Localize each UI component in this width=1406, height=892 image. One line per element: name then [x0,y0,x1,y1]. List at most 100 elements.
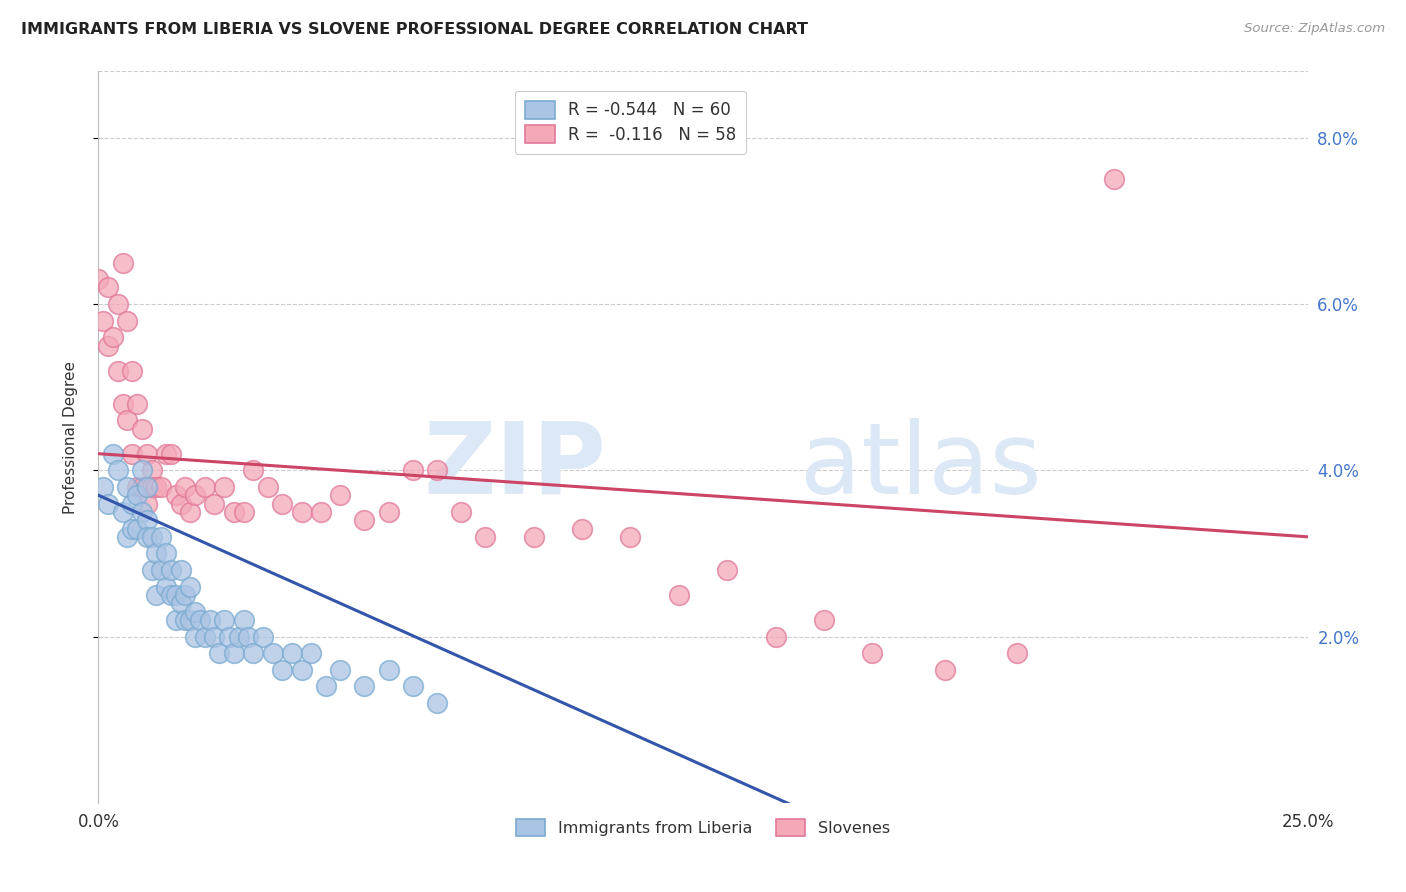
Point [353,680,375,694]
Point [107,297,129,311]
Point [111,255,134,269]
Point [242,463,264,477]
Point [212,613,235,627]
Point [160,447,183,461]
Point [619,530,641,544]
Point [87,272,110,286]
Point [238,630,260,644]
Point [377,505,399,519]
Point [204,497,226,511]
Point [117,480,139,494]
Point [262,646,284,660]
Point [141,563,163,577]
Point [204,630,226,644]
Text: ZIP: ZIP [423,417,606,515]
Point [169,563,191,577]
Point [242,646,264,660]
Point [160,588,183,602]
Point [208,646,231,660]
Point [271,497,294,511]
Point [188,613,211,627]
Point [121,363,143,377]
Point [299,646,322,660]
Point [329,488,352,502]
Point [107,363,129,377]
Text: atlas: atlas [800,417,1042,515]
Point [141,530,163,544]
Point [97,497,120,511]
Point [426,463,449,477]
Point [523,530,546,544]
Y-axis label: Professional Degree: Professional Degree [63,360,77,514]
Point [91,314,114,328]
Point [107,463,129,477]
Point [402,680,425,694]
Point [101,447,124,461]
Point [184,488,207,502]
Text: IMMIGRANTS FROM LIBERIA VS SLOVENE PROFESSIONAL DEGREE CORRELATION CHART: IMMIGRANTS FROM LIBERIA VS SLOVENE PROFE… [21,22,808,37]
Point [426,696,449,710]
Point [121,497,143,511]
Point [127,397,149,411]
Point [222,646,245,660]
Point [329,663,352,677]
Point [194,630,217,644]
Point [1007,646,1029,660]
Point [160,563,183,577]
Point [111,397,134,411]
Point [377,663,399,677]
Point [184,605,207,619]
Point [111,505,134,519]
Point [145,480,167,494]
Point [145,588,167,602]
Point [155,546,177,560]
Point [97,280,120,294]
Point [290,505,312,519]
Point [309,505,332,519]
Point [131,463,153,477]
Point [135,480,157,494]
Legend: Immigrants from Liberia, Slovenes: Immigrants from Liberia, Slovenes [506,809,900,846]
Point [315,680,337,694]
Point [228,630,250,644]
Point [97,338,120,352]
Point [165,613,187,627]
Point [131,422,153,436]
Point [218,630,240,644]
Point [101,330,124,344]
Point [127,521,149,535]
Point [127,480,149,494]
Point [150,530,173,544]
Point [135,513,157,527]
Point [184,630,207,644]
Point [141,480,163,494]
Point [179,580,201,594]
Point [141,463,163,477]
Point [135,447,157,461]
Point [256,480,278,494]
Point [571,521,593,535]
Point [121,447,143,461]
Point [91,480,114,494]
Point [179,505,201,519]
Point [131,505,153,519]
Point [252,630,274,644]
Text: Source: ZipAtlas.com: Source: ZipAtlas.com [1244,22,1385,36]
Point [127,488,149,502]
Point [934,663,956,677]
Point [150,563,173,577]
Point [135,530,157,544]
Point [150,480,173,494]
Point [169,497,191,511]
Point [155,447,177,461]
Point [179,613,201,627]
Point [174,588,197,602]
Point [860,646,883,660]
Point [145,546,167,560]
Point [165,588,187,602]
Point [194,480,217,494]
Point [474,530,496,544]
Point [222,505,245,519]
Point [155,580,177,594]
Point [813,613,835,627]
